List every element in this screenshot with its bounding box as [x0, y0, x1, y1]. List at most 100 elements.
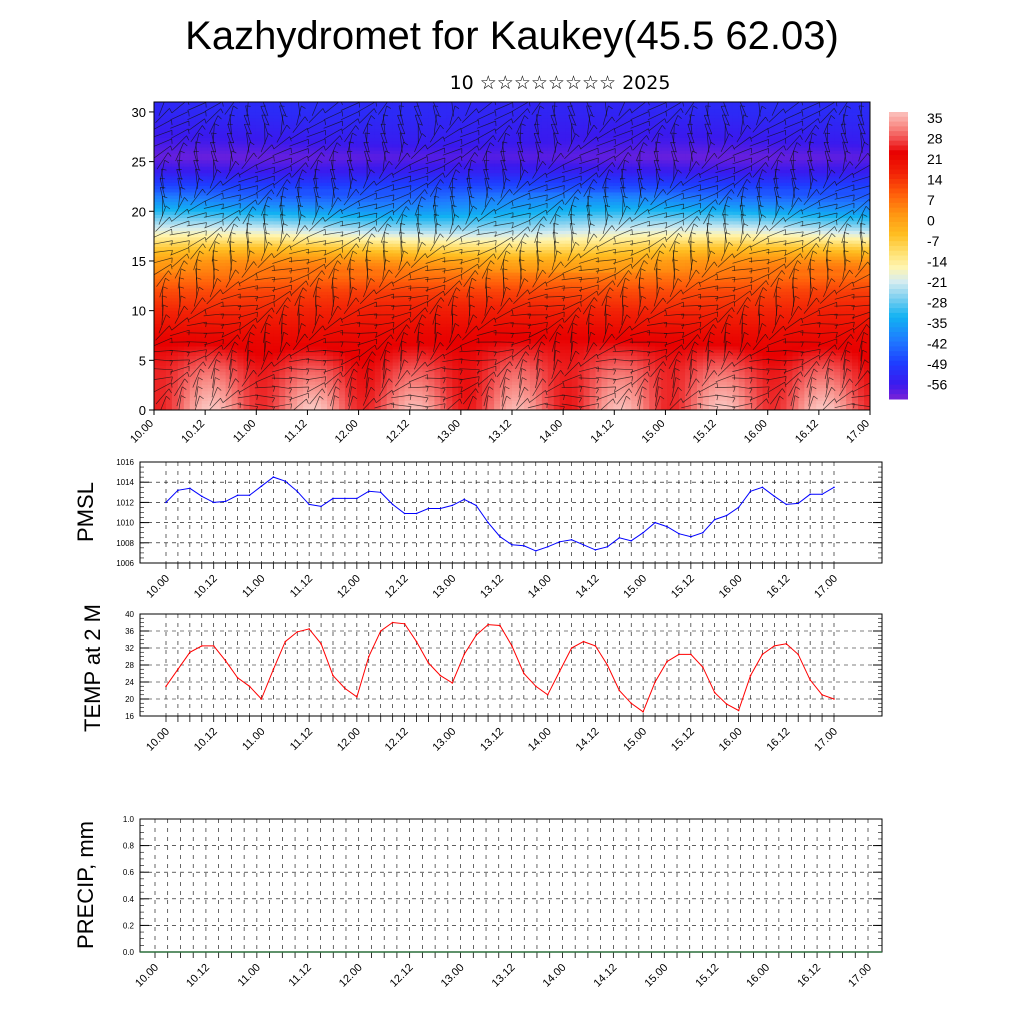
heatmap-cell	[159, 365, 167, 369]
heatmap-cell	[165, 406, 173, 410]
heatmap-cell	[201, 140, 209, 145]
heatmap-cell	[249, 381, 257, 385]
heatmap-cell	[398, 384, 406, 389]
heatmap-cell	[213, 326, 221, 331]
heatmap-cell	[392, 288, 400, 292]
heatmap-cell	[159, 230, 167, 235]
heatmap-cell	[171, 365, 179, 369]
heatmap-cell	[368, 342, 376, 347]
heatmap-cell	[327, 204, 334, 209]
heatmap-cell	[368, 393, 376, 398]
heatmap-cell	[207, 191, 215, 196]
heatmap-cell	[356, 403, 364, 408]
heatmap-cell	[368, 320, 376, 324]
heatmap-cell	[183, 204, 191, 209]
heatmap-cell	[237, 355, 245, 360]
heatmap-cell	[225, 134, 233, 138]
heatmap-cell	[315, 365, 322, 369]
heatmap-cell	[350, 329, 358, 334]
heatmap-cell	[201, 265, 209, 270]
heatmap-cell	[249, 349, 257, 353]
heatmap-cell	[171, 153, 179, 158]
heatmap-cell	[315, 185, 322, 190]
heatmap-cell	[285, 211, 292, 215]
heatmap-cell	[165, 204, 173, 209]
heatmap-cell	[309, 291, 316, 296]
heatmap-cell	[297, 118, 304, 122]
heatmap-cell	[183, 297, 191, 302]
heatmap-cell	[309, 179, 316, 183]
heatmap-cell	[285, 201, 292, 206]
heatmap-cell	[225, 127, 233, 132]
heatmap-cell	[189, 300, 197, 305]
heatmap-cell	[267, 355, 274, 360]
heatmap-cell	[321, 233, 328, 238]
heatmap-cell	[219, 358, 227, 363]
heatmap-cell	[267, 403, 274, 408]
heatmap-cell	[165, 172, 173, 177]
heatmap-cell	[261, 387, 268, 392]
heatmap-cell	[386, 313, 394, 318]
heatmap-cell	[344, 223, 352, 228]
heatmap-cell	[315, 361, 322, 366]
heatmap-cell	[165, 124, 173, 129]
heatmap-cell	[273, 105, 280, 110]
heatmap-cell	[159, 118, 167, 122]
heatmap-cell	[344, 175, 352, 180]
heatmap-cell	[249, 249, 257, 254]
heatmap-cell	[362, 239, 370, 244]
heatmap-cell	[344, 233, 352, 238]
heatmap-cell	[297, 281, 304, 286]
heatmap-cell	[386, 406, 394, 410]
heatmap-cell	[344, 307, 352, 312]
heatmap-cells	[154, 102, 870, 410]
heatmap-cell	[171, 310, 179, 315]
heatmap-cell	[303, 387, 310, 392]
heatmap-cell	[321, 130, 328, 135]
heatmap-cell	[362, 336, 370, 341]
heatmap-cell	[261, 201, 268, 206]
heatmap-cell	[327, 297, 334, 302]
heatmap-cell	[362, 275, 370, 280]
heatmap-cell	[207, 300, 215, 305]
heatmap-cell	[237, 272, 245, 276]
heatmap-cell	[392, 352, 400, 357]
heatmap-cell	[327, 153, 334, 158]
heatmap-cell	[165, 175, 173, 180]
heatmap-cell	[237, 345, 245, 350]
heatmap-cell	[338, 326, 346, 331]
heatmap-cell	[207, 345, 215, 350]
heatmap-cell	[195, 352, 203, 357]
heatmap-cell	[404, 134, 412, 138]
heatmap-cell	[201, 191, 209, 196]
heatmap-cell	[219, 371, 227, 376]
heatmap-cell	[374, 140, 382, 145]
heatmap-cell	[309, 246, 316, 251]
heatmap-cell	[213, 246, 221, 251]
heatmap-cell	[231, 326, 239, 331]
heatmap-cell	[195, 182, 203, 187]
heatmap-cell	[154, 288, 161, 292]
heatmap-cell	[207, 153, 215, 158]
heatmap-cell	[321, 175, 328, 180]
heatmap-cell	[189, 204, 197, 209]
heatmap-cell	[189, 198, 197, 203]
heatmap-cell	[225, 262, 233, 267]
heatmap-cell	[380, 300, 388, 305]
heatmap-cell	[309, 102, 316, 106]
heatmap-cell	[243, 384, 251, 389]
heatmap-cell	[303, 188, 310, 193]
heatmap-cell	[338, 268, 346, 273]
heatmap-cell	[159, 387, 167, 392]
heatmap-cell	[404, 342, 412, 347]
heatmap-cell	[315, 150, 322, 154]
heatmap-cell	[201, 310, 209, 315]
heatmap-cell	[189, 400, 197, 405]
heatmap-cell	[261, 118, 268, 122]
heatmap-cell	[386, 259, 394, 264]
heatmap-cell	[338, 406, 346, 410]
heatmap-cell	[327, 365, 334, 369]
heatmap-cell	[327, 185, 334, 190]
heatmap-cell	[368, 207, 376, 212]
heatmap-cell	[231, 111, 239, 116]
